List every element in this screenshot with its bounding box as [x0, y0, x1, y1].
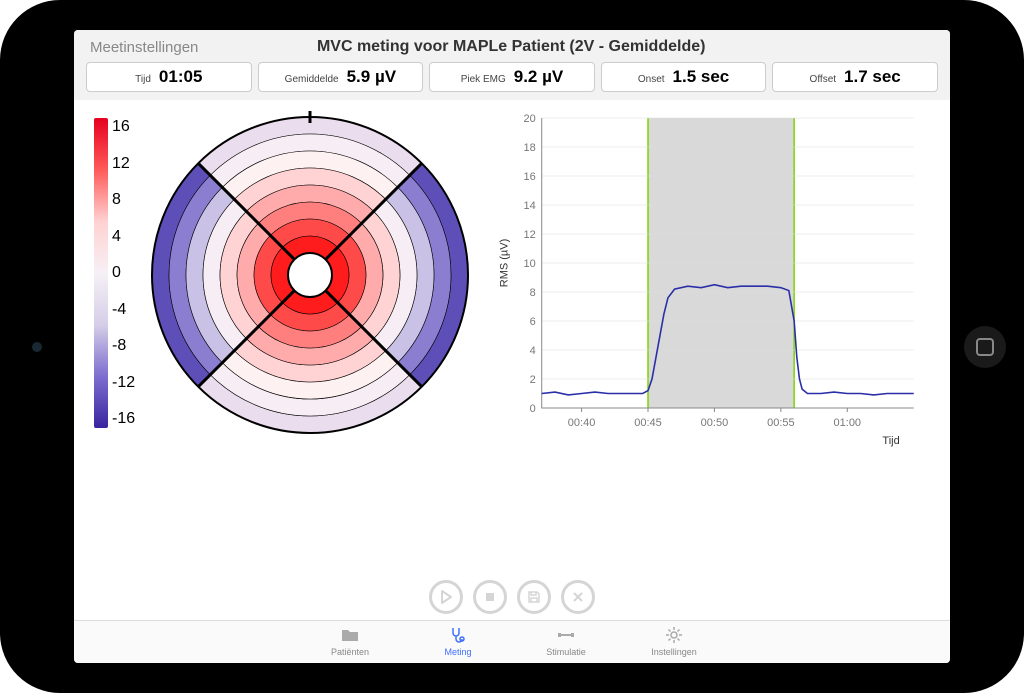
svg-text:10: 10 [523, 258, 535, 270]
folder-icon [340, 625, 360, 645]
metric-value: 5.9 µV [347, 67, 397, 87]
metric-value: 9.2 µV [514, 67, 564, 87]
close-icon [571, 590, 585, 604]
metric-value: 1.7 sec [844, 67, 901, 87]
back-button[interactable]: Meetinstellingen [90, 39, 198, 56]
main-content: 16 12 8 4 0 -4 -8 -12 -16 0 2 4 6 8 10 12 14 16 18 20 00:40… [74, 100, 950, 578]
metric-row: Tijd 01:05 Gemiddelde 5.9 µV Piek EMG 9.… [74, 62, 950, 100]
tab-label: Meting [444, 647, 471, 657]
stop-button[interactable] [473, 580, 507, 614]
svg-text:18: 18 [523, 142, 535, 154]
tabbar: Patiënten Meting Stimulatie Instellingen [74, 620, 950, 663]
svg-text:Tijd: Tijd [882, 435, 899, 447]
tab-instellingen[interactable]: Instellingen [639, 625, 709, 657]
target-chart [145, 110, 475, 440]
colorbar-tick: -16 [112, 410, 135, 428]
tab-label: Stimulatie [546, 647, 586, 657]
metric-onset: Onset 1.5 sec [601, 62, 767, 92]
tablet-bezel: Meetinstellingen MVC meting voor MAPLe P… [66, 22, 958, 671]
svg-text:00:40: 00:40 [567, 417, 595, 429]
play-button[interactable] [429, 580, 463, 614]
metric-time: Tijd 01:05 [86, 62, 252, 92]
save-button[interactable] [517, 580, 551, 614]
svg-text:2: 2 [529, 374, 535, 386]
metric-label: Offset [810, 74, 837, 85]
colorbar: 16 12 8 4 0 -4 -8 -12 -16 [94, 110, 135, 428]
tab-label: Patiënten [331, 647, 369, 657]
tab-patiënten[interactable]: Patiënten [315, 625, 385, 657]
rms-line-chart: 0 2 4 6 8 10 12 14 16 18 20 00:40 00:45 00:50 00:55 01:… [487, 110, 930, 460]
svg-text:RMS (µV): RMS (µV) [498, 239, 510, 288]
colorbar-tick: 8 [112, 191, 135, 209]
colorbar-tick: 4 [112, 228, 135, 246]
dumbbell-icon [556, 625, 576, 645]
svg-text:16: 16 [523, 171, 535, 183]
home-button[interactable] [964, 326, 1006, 368]
page-title: MVC meting voor MAPLe Patient (2V - Gemi… [198, 38, 824, 56]
right-pane: 0 2 4 6 8 10 12 14 16 18 20 00:40 00:45 00:50 00:55 01:… [487, 110, 930, 574]
svg-text:12: 12 [523, 229, 535, 241]
metric-value: 1.5 sec [673, 67, 730, 87]
left-pane: 16 12 8 4 0 -4 -8 -12 -16 [94, 110, 479, 574]
close-button[interactable] [561, 580, 595, 614]
svg-text:0: 0 [529, 403, 535, 415]
colorbar-ticks: 16 12 8 4 0 -4 -8 -12 -16 [112, 118, 135, 428]
svg-text:00:45: 00:45 [634, 417, 662, 429]
tab-meting[interactable]: Meting [423, 625, 493, 657]
metric-label: Piek EMG [461, 74, 506, 85]
colorbar-tick: 0 [112, 264, 135, 282]
metric-avg: Gemiddelde 5.9 µV [258, 62, 424, 92]
metric-label: Onset [638, 74, 665, 85]
svg-text:4: 4 [529, 345, 535, 357]
header: Meetinstellingen MVC meting voor MAPLe P… [74, 30, 950, 62]
colorbar-tick: -12 [112, 374, 135, 392]
stop-icon [483, 590, 497, 604]
app-screen: Meetinstellingen MVC meting voor MAPLe P… [74, 30, 950, 663]
svg-text:01:00: 01:00 [833, 417, 861, 429]
svg-text:6: 6 [529, 316, 535, 328]
tab-stimulatie[interactable]: Stimulatie [531, 625, 601, 657]
gear-icon [664, 625, 684, 645]
metric-label: Gemiddelde [285, 74, 339, 85]
colorbar-gradient [94, 118, 108, 428]
colorbar-tick: 16 [112, 118, 135, 136]
playback-controls [74, 578, 950, 620]
tablet-frame: Meetinstellingen MVC meting voor MAPLe P… [0, 0, 1024, 693]
stetho-icon [448, 625, 468, 645]
metric-label: Tijd [135, 74, 151, 85]
colorbar-tick: -8 [112, 337, 135, 355]
tab-label: Instellingen [651, 647, 697, 657]
camera-dot [32, 342, 42, 352]
metric-value: 01:05 [159, 67, 202, 87]
colorbar-tick: -4 [112, 301, 135, 319]
svg-text:00:55: 00:55 [767, 417, 795, 429]
svg-text:20: 20 [523, 113, 535, 125]
svg-text:8: 8 [529, 287, 535, 299]
metric-peak: Piek EMG 9.2 µV [429, 62, 595, 92]
save-icon [527, 590, 541, 604]
svg-text:14: 14 [523, 200, 535, 212]
play-icon [439, 590, 453, 604]
colorbar-tick: 12 [112, 155, 135, 173]
metric-offset: Offset 1.7 sec [772, 62, 938, 92]
svg-text:00:50: 00:50 [700, 417, 728, 429]
